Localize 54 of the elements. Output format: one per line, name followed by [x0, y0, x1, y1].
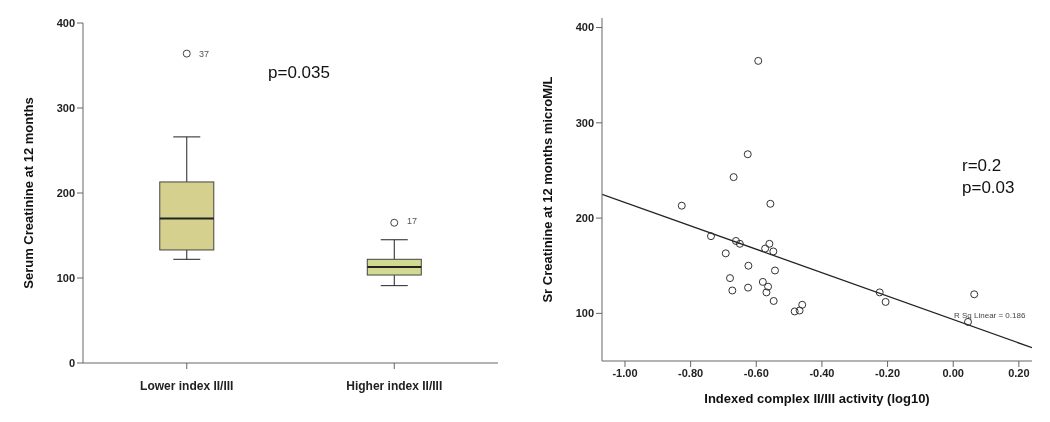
y-tick-label: 300	[575, 116, 594, 129]
x-tick-label: -1.00	[612, 366, 638, 379]
point	[706, 232, 715, 241]
y-axis-title: Serum Creatinine at 12 months	[20, 97, 36, 289]
point	[766, 199, 775, 208]
point	[881, 297, 890, 306]
y-tick-label: 100	[575, 307, 594, 320]
point	[744, 283, 753, 292]
point	[795, 306, 804, 315]
point	[754, 56, 763, 65]
point	[790, 307, 799, 316]
x-tick-label: Higher index II/III	[346, 378, 443, 393]
x-tick-label: -0.60	[743, 366, 769, 379]
point	[798, 300, 807, 309]
point	[762, 288, 771, 297]
point	[769, 296, 778, 305]
point	[770, 266, 779, 275]
x-tick-label: Lower index II/III	[140, 378, 234, 393]
point	[735, 239, 744, 248]
y-tick-label: 400	[56, 16, 75, 29]
point	[731, 236, 740, 245]
point	[764, 282, 773, 291]
x-tick-label: -0.20	[875, 366, 901, 379]
point	[970, 290, 979, 299]
point	[728, 286, 737, 295]
y-tick-label: 400	[575, 21, 594, 34]
x-tick-label: -0.40	[809, 366, 835, 379]
annotation: R Sq Linear = 0.186	[954, 311, 1026, 320]
annotation: p=0.035	[268, 63, 330, 83]
point	[875, 288, 884, 297]
y-tick-label: 200	[56, 186, 75, 199]
annotation: 37	[199, 49, 210, 59]
point	[677, 201, 686, 210]
point	[729, 173, 738, 182]
x-axis-title: Indexed complex II/III activity (log10)	[704, 391, 930, 406]
point	[744, 261, 753, 270]
y-tick-label: 100	[56, 271, 75, 284]
point	[761, 244, 770, 253]
annotation: 17	[407, 216, 418, 226]
y-axis-title: Sr Creatinine at 12 months microM/L	[539, 76, 555, 303]
x-tick-label: -0.80	[678, 366, 704, 379]
x-tick-label: 0.20	[1008, 366, 1030, 379]
point	[758, 277, 767, 286]
annotation: p=0.03	[962, 178, 1015, 198]
point	[743, 150, 752, 159]
y-tick-label: 300	[56, 101, 75, 114]
x-tick-label: 0.00	[942, 366, 964, 379]
point	[765, 239, 774, 248]
point	[769, 247, 778, 256]
annotation: r=0.2	[962, 156, 1002, 176]
y-tick-label: 200	[575, 211, 594, 224]
point	[721, 249, 730, 258]
y-tick-label: 0	[68, 356, 75, 369]
point	[726, 274, 735, 283]
